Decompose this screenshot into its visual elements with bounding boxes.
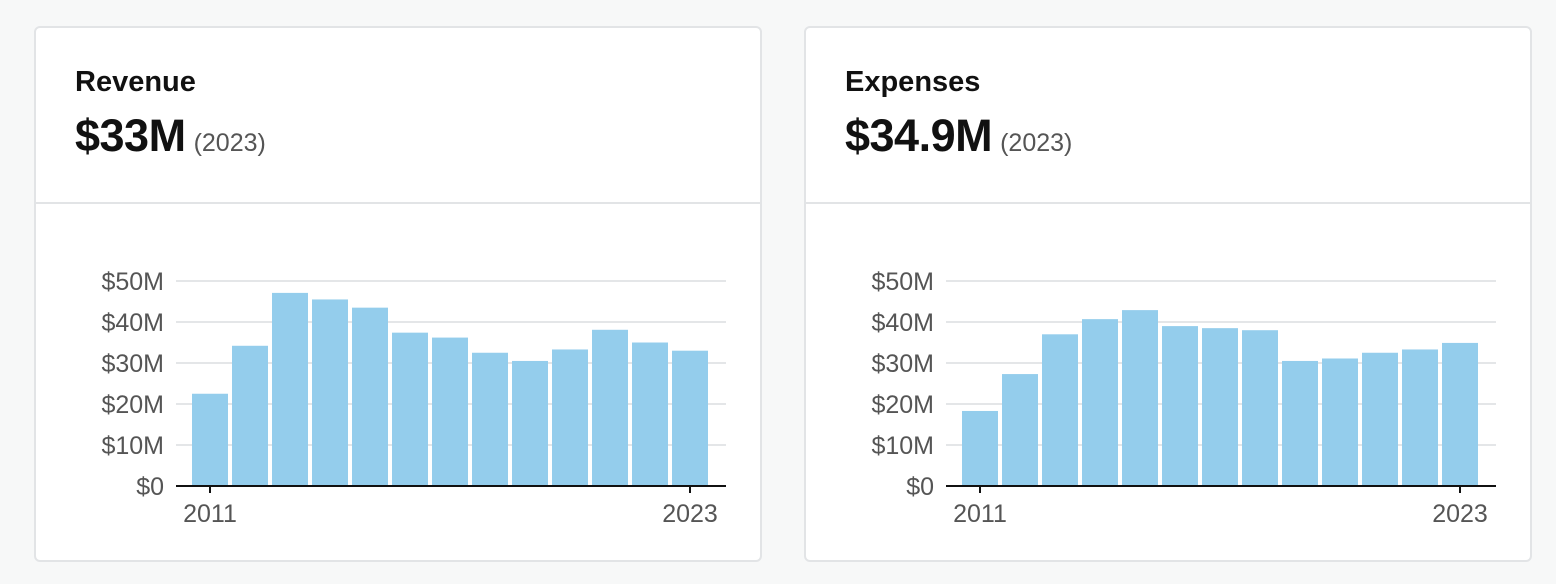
bar-2015 (1122, 310, 1158, 486)
bar-2023 (1442, 342, 1478, 486)
card-title: Expenses (845, 66, 981, 98)
x-tick-label: 2011 (183, 500, 237, 528)
y-tick-label: $40M (871, 309, 934, 337)
y-tick-label: $50M (101, 268, 164, 296)
y-tick-label: $0 (136, 473, 164, 501)
bar-2018 (1242, 330, 1278, 486)
revenue-card: Revenue $33M (2023) $0 $10M $20M $30M $40M $50… (34, 26, 762, 562)
bar-2020 (1322, 358, 1358, 486)
bar-2022 (1402, 349, 1438, 486)
bar-2011 (962, 410, 998, 486)
x-tick-label: 2023 (662, 500, 718, 528)
x-tick-label: 2023 (1432, 500, 1488, 528)
card-value: $34.9M (845, 110, 993, 161)
card-header: Expenses $34.9M (2023) (806, 28, 1530, 204)
y-tick-label: $20M (871, 391, 934, 419)
card-title: Revenue (75, 66, 196, 98)
expenses-bar-chart: $0 $10M $20M $30M $40M $50M 2011 2023 (871, 268, 1496, 528)
y-tick-label: $40M (101, 309, 164, 337)
bar-2023 (672, 350, 708, 486)
y-tick-label: $30M (101, 350, 164, 378)
bar-2020 (552, 349, 588, 486)
bar-2016 (392, 332, 428, 486)
bar-2011 (192, 393, 228, 486)
revenue-bar-chart: $0 $10M $20M $30M $40M $50M 2011 2023 (101, 268, 726, 528)
bar-2021 (1362, 352, 1398, 486)
bar-2012 (1002, 374, 1038, 486)
y-tick-label: $50M (871, 268, 934, 296)
value-row: $34.9M (2023) (845, 110, 1072, 162)
bar-2017 (432, 337, 468, 486)
y-tick-label: $0 (906, 473, 934, 501)
bar-2021 (592, 329, 628, 486)
x-tick-label: 2011 (953, 500, 1007, 528)
bar-2014 (312, 299, 348, 486)
expenses-card: Expenses $34.9M (2023) $0 $10M $20M $30M $40M… (804, 26, 1532, 562)
bar-2019 (512, 360, 548, 486)
bar-2014 (1082, 319, 1118, 486)
card-period: (2023) (193, 129, 266, 157)
y-tick-label: $10M (871, 432, 934, 460)
bar-2012 (232, 345, 268, 486)
card-header: Revenue $33M (2023) (36, 28, 760, 204)
card-value: $33M (75, 110, 186, 161)
bar-2017 (1202, 328, 1238, 486)
bar-2016 (1162, 326, 1198, 486)
bar-2022 (632, 342, 668, 486)
card-period: (2023) (1000, 129, 1073, 157)
y-tick-label: $30M (871, 350, 934, 378)
bar-2013 (1042, 334, 1078, 486)
bar-2013 (272, 292, 308, 486)
value-row: $33M (2023) (75, 110, 266, 162)
y-tick-label: $20M (101, 391, 164, 419)
bar-2015 (352, 307, 388, 486)
bar-2018 (472, 352, 508, 486)
bar-2019 (1282, 360, 1318, 486)
y-tick-label: $10M (101, 432, 164, 460)
